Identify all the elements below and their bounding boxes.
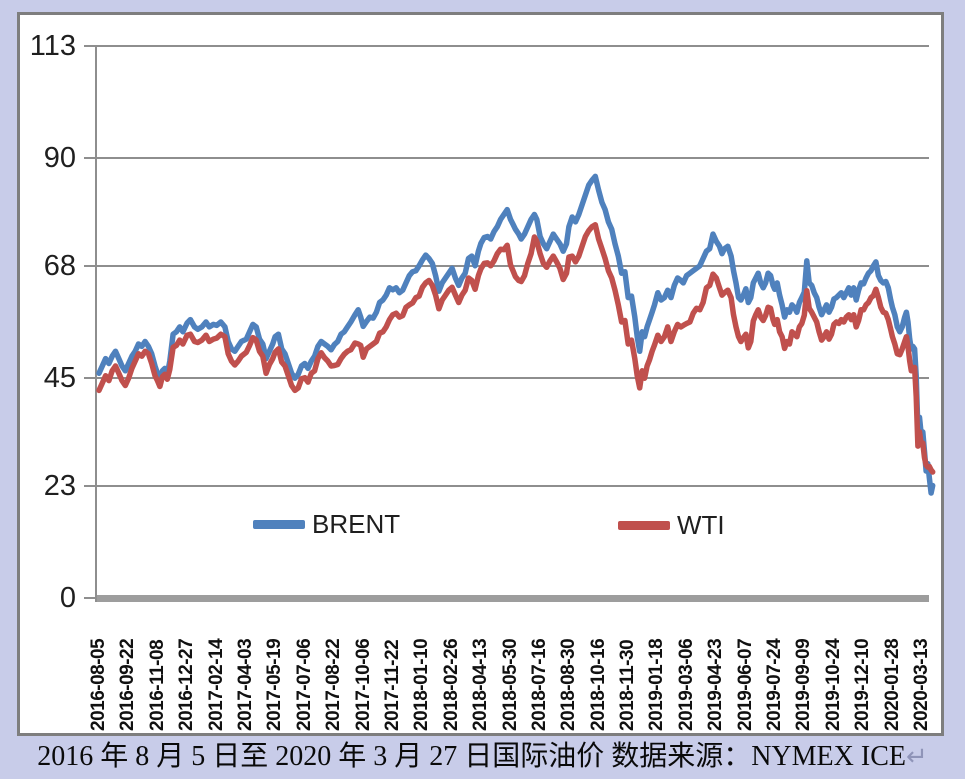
caption-text: 2016 年 8 月 5 日至 2020 年 3 月 27 日国际油价 数据来源…	[37, 741, 906, 772]
wti-legend-swatch	[618, 521, 670, 530]
y-gridline	[84, 157, 929, 159]
figure-caption: 2016 年 8 月 5 日至 2020 年 3 月 27 日国际油价 数据来源…	[0, 736, 965, 779]
price-lines-canvas	[96, 173, 936, 496]
x-axis-line	[95, 595, 929, 602]
y-axis-tick-label: 45	[43, 362, 76, 394]
y-axis-tick-label: 68	[43, 250, 76, 282]
wti-series-line	[96, 222, 936, 475]
chart-panel	[17, 12, 944, 736]
y-gridline	[84, 45, 929, 47]
y-axis-tick-label: 113	[29, 30, 76, 62]
wti-legend-label: WTI	[677, 510, 725, 540]
y-gridline	[84, 265, 929, 267]
y-axis-line	[95, 46, 97, 602]
legend-item-brent: BRENT	[253, 509, 400, 540]
legend-item-wti: WTI	[618, 510, 725, 541]
y-axis-tick-label: 90	[43, 142, 76, 174]
y-axis-tick-label: 23	[43, 470, 76, 502]
y-axis-tick-label: 0	[59, 582, 76, 614]
y-gridline	[84, 485, 929, 487]
y-tick-mark	[84, 597, 96, 599]
brent-legend-swatch	[253, 520, 305, 529]
y-gridline	[84, 377, 929, 379]
brent-legend-label: BRENT	[312, 509, 401, 539]
paragraph-return-icon: ↵	[905, 742, 928, 772]
brent-series-line	[96, 173, 936, 496]
